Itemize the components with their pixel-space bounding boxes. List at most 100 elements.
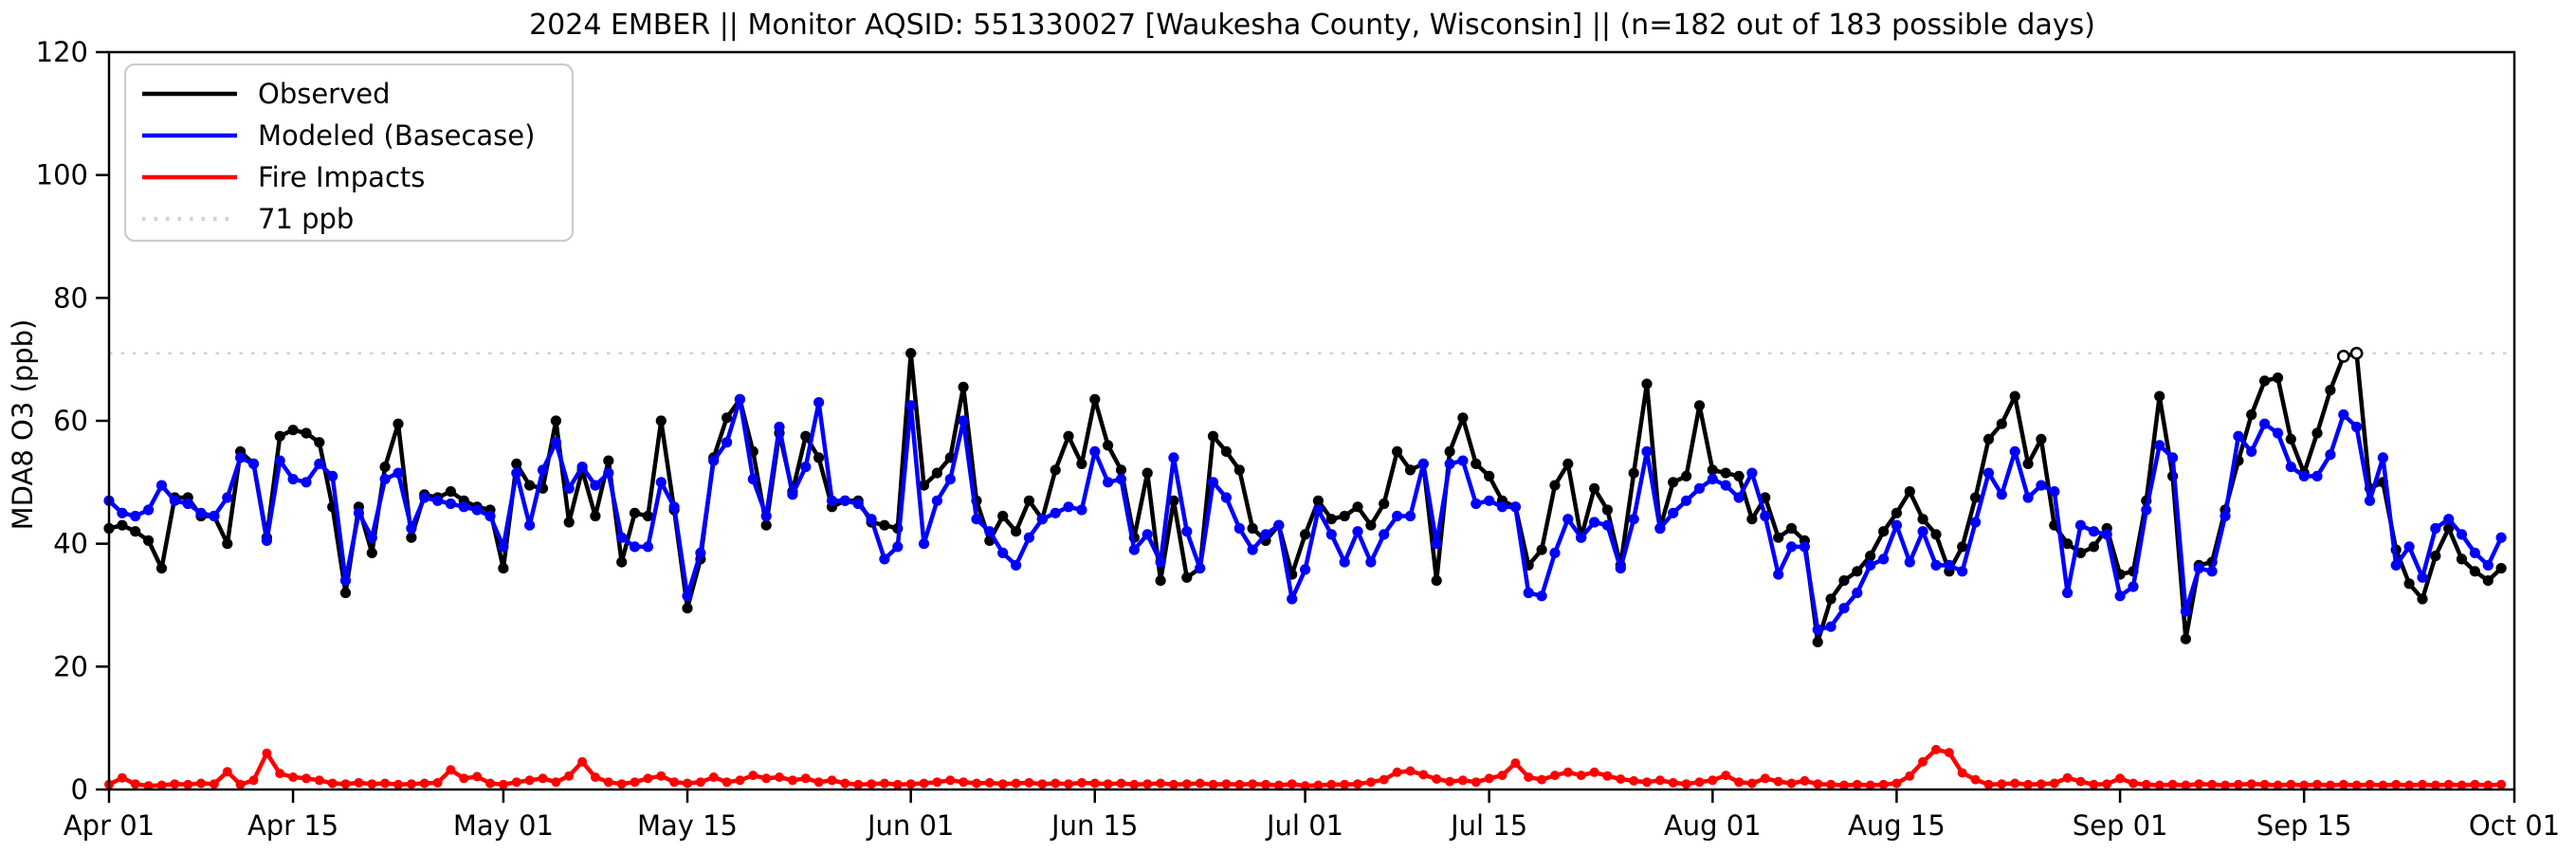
fire-impacts-point xyxy=(1891,778,1902,789)
fire-impacts-point xyxy=(1050,778,1061,789)
modeled-basecase-point xyxy=(247,458,260,469)
fire-impacts-point xyxy=(1746,778,1757,789)
modeled-basecase-point xyxy=(2049,486,2060,498)
fire-impacts-point xyxy=(156,780,167,790)
observed-point xyxy=(2417,593,2428,605)
modeled-basecase-point xyxy=(1312,504,1324,516)
fire-impacts-point xyxy=(2102,779,2112,789)
modeled-basecase-point xyxy=(760,510,772,522)
modeled-basecase-point xyxy=(235,452,247,463)
modeled-basecase-point xyxy=(1654,522,1666,535)
observed-point xyxy=(1063,430,1074,442)
fire-impacts-point xyxy=(853,779,864,789)
fire-impacts-point xyxy=(2483,780,2494,790)
fire-impacts-point xyxy=(2089,779,2099,789)
observed-point xyxy=(1233,464,1245,476)
legend-item-fire-impacts: Fire Impacts xyxy=(142,161,425,193)
modeled-basecase-point xyxy=(1444,458,1455,469)
fire-impacts-point xyxy=(577,756,588,767)
modeled-basecase-point xyxy=(432,495,444,506)
modeled-basecase-point xyxy=(550,437,562,448)
fire-impacts-point xyxy=(1576,771,1586,781)
fire-impacts-point xyxy=(1642,777,1652,788)
modeled-basecase-point xyxy=(1681,495,1692,506)
observed-point xyxy=(1957,541,1968,553)
fire-impacts-point xyxy=(1997,779,2007,789)
fire-impacts-point xyxy=(2325,780,2335,790)
observed-point xyxy=(1392,445,1403,457)
fire-impacts-point xyxy=(1931,744,1941,754)
modeled-basecase-point xyxy=(931,495,943,506)
observed-point xyxy=(2246,408,2257,421)
observed-point xyxy=(2036,433,2047,445)
fire-impacts-point xyxy=(1957,768,1967,778)
modeled-basecase-point xyxy=(918,538,930,550)
modeled-basecase-point xyxy=(1431,538,1442,550)
observed-point xyxy=(1865,551,1876,562)
fire-impacts-point xyxy=(1510,758,1521,769)
modeled-basecase-point xyxy=(2259,418,2271,429)
fire-impacts-point xyxy=(432,777,443,788)
observed-point xyxy=(511,458,522,469)
fire-impacts-point xyxy=(1839,780,1849,790)
observed-point xyxy=(1023,495,1034,506)
observed-point xyxy=(222,538,233,550)
fire-impacts-point xyxy=(1168,779,1178,789)
modeled-basecase-point xyxy=(1668,507,1679,518)
fire-impacts-point xyxy=(262,748,272,758)
observed-point xyxy=(2259,375,2271,387)
observed-point xyxy=(1168,495,1179,506)
modeled-basecase-point xyxy=(1693,482,1706,494)
fire-impacts-point xyxy=(630,777,640,788)
observed-point xyxy=(1891,507,1902,518)
modeled-basecase-point xyxy=(1589,517,1600,528)
y-tick-label: 20 xyxy=(53,650,88,682)
modeled-basecase-point xyxy=(195,507,207,518)
modeled-basecase-point xyxy=(117,507,128,518)
fire-impacts-point xyxy=(1076,777,1087,788)
observed-point xyxy=(2349,346,2364,360)
fire-impacts-point xyxy=(2496,779,2507,789)
modeled-basecase-point xyxy=(2074,519,2087,531)
fire-impacts-point xyxy=(892,779,903,789)
fire-impacts-point xyxy=(1221,779,1232,789)
modeled-basecase-point xyxy=(1852,587,1863,599)
fire-impacts-point xyxy=(564,771,575,781)
observed-point xyxy=(155,563,168,574)
fire-impacts-point xyxy=(1234,779,1245,789)
fire-impacts-point xyxy=(1287,779,1297,789)
fire-impacts-point xyxy=(209,779,219,789)
observed-point xyxy=(1457,412,1469,424)
modeled-basecase-point xyxy=(2430,522,2441,535)
fire-impacts-point xyxy=(590,772,600,782)
observed-point xyxy=(143,535,155,547)
modeled-basecase-point xyxy=(182,498,193,510)
fire-impacts-point xyxy=(130,779,140,789)
modeled-basecase-point xyxy=(406,522,417,535)
legend-item-observed: Observed xyxy=(142,78,391,110)
modeled-basecase-point xyxy=(1115,474,1127,485)
fire-impacts-point xyxy=(1484,773,1494,784)
modeled-basecase-series xyxy=(103,393,2507,636)
modeled-basecase-point xyxy=(2101,529,2112,540)
fire-impacts-point xyxy=(2259,779,2270,789)
fire-impacts-point xyxy=(1261,779,1270,789)
modeled-basecase-point xyxy=(1957,566,1968,577)
fire-impacts-point xyxy=(1734,777,1745,788)
modeled-basecase-point xyxy=(169,495,180,506)
modeled-basecase-point xyxy=(2417,572,2428,583)
modeled-basecase-point xyxy=(747,474,758,485)
fire-impacts-point xyxy=(1944,748,1954,758)
fire-impacts-point xyxy=(1195,778,1205,789)
fire-impacts-point xyxy=(683,778,692,789)
observed-point xyxy=(603,455,614,466)
modeled-basecase-point xyxy=(1812,624,1823,636)
fire-impacts-point xyxy=(603,777,613,788)
modeled-basecase-point xyxy=(2220,510,2231,522)
modeled-basecase-point xyxy=(2364,495,2376,506)
modeled-basecase-point xyxy=(274,455,285,466)
legend-label: Fire Impacts xyxy=(258,161,425,193)
fire-impacts-point xyxy=(1208,779,1218,789)
modeled-basecase-point xyxy=(130,510,141,522)
modeled-basecase-point xyxy=(2469,547,2480,559)
